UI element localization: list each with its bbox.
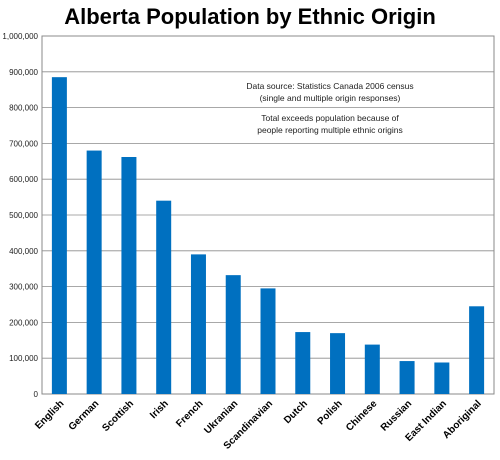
y-tick-label: 700,000 [9, 139, 38, 148]
y-tick-label: 400,000 [9, 247, 38, 256]
x-category-label: Polish [316, 398, 345, 427]
y-tick-label: 500,000 [9, 211, 38, 220]
bar [260, 288, 276, 394]
x-category-label: German [67, 398, 102, 433]
y-tick-label: 800,000 [9, 104, 38, 113]
bar [399, 361, 415, 394]
annotation-text: Data source: Statistics Canada 2006 cens… [246, 81, 413, 91]
bar [190, 254, 206, 394]
y-tick-label: 100,000 [9, 354, 38, 363]
bar [51, 77, 67, 395]
x-category-label: Russian [379, 398, 414, 433]
annotation-text: (single and multiple origin responses) [260, 93, 401, 103]
y-tick-label: 600,000 [9, 175, 38, 184]
chart-title: Alberta Population by Ethnic Origin [64, 4, 436, 29]
y-tick-label: 900,000 [9, 68, 38, 77]
annotation-text: Total exceeds population because of [261, 113, 399, 123]
bar [295, 332, 311, 394]
bar [469, 306, 485, 394]
y-tick-label: 1,000,000 [2, 32, 38, 41]
y-tick-label: 200,000 [9, 318, 38, 327]
x-category-label: Scottish [100, 398, 136, 434]
x-category-label: Irish [148, 398, 171, 421]
x-category-label: Dutch [282, 398, 310, 426]
x-category-label: Chinese [344, 398, 380, 434]
bar [225, 275, 241, 394]
bar [364, 344, 380, 394]
bar [86, 150, 102, 394]
y-tick-label: 0 [34, 390, 39, 399]
bar [156, 200, 172, 394]
x-category-label: English [33, 398, 66, 431]
bar [434, 362, 450, 394]
bar [330, 333, 346, 394]
x-category-label: French [174, 398, 205, 429]
bar [121, 157, 137, 394]
y-tick-label: 300,000 [9, 283, 38, 292]
annotation-text: people reporting multiple ethnic origins [257, 125, 403, 135]
